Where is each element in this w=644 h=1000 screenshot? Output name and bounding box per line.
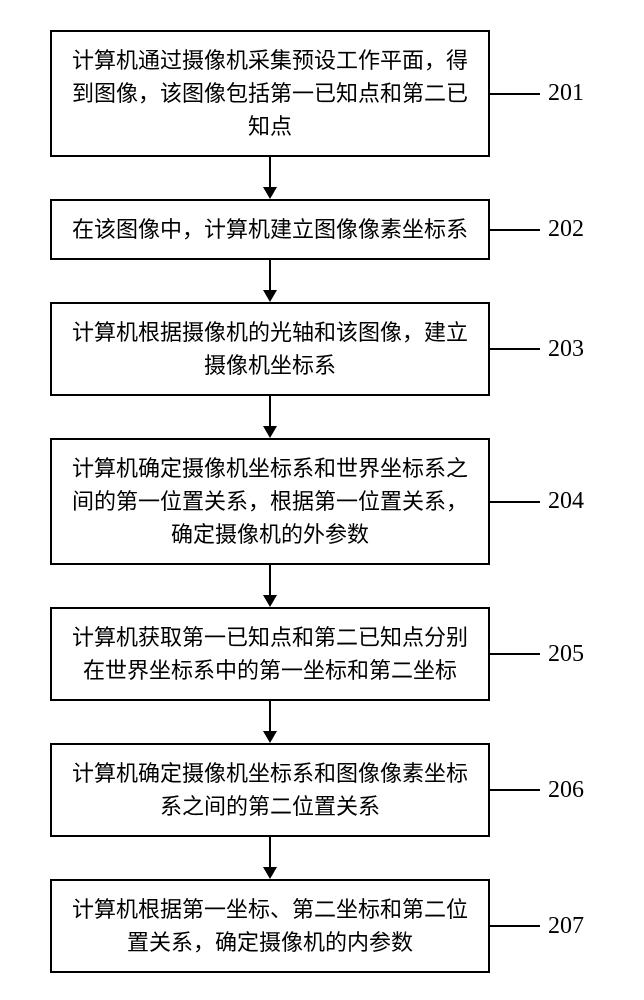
arrow [50,837,490,879]
flowchart-row: 计算机确定摄像机坐标系和世界坐标系之间的第一位置关系，根据第一位置关系，确定摄像… [50,438,594,565]
arrow-row [50,565,594,607]
step-label: 205 [548,641,584,668]
node-text: 计算机确定摄像机坐标系和图像像素坐标系之间的第二位置关系 [72,757,468,823]
step-label: 207 [548,913,584,940]
flowchart-row: 计算机根据摄像机的光轴和该图像，建立摄像机坐标系 203 [50,302,594,396]
step-label: 204 [548,488,584,515]
arrow-head-icon [263,290,277,302]
arrow-line [269,837,271,867]
label-connector [490,501,540,503]
arrow [50,260,490,302]
node-text: 计算机根据第一坐标、第二坐标和第二位置关系，确定摄像机的内参数 [72,893,468,959]
flowchart-row: 计算机获取第一已知点和第二已知点分别在世界坐标系中的第一坐标和第二坐标 205 [50,607,594,701]
label-connector [490,925,540,927]
arrow-row [50,260,594,302]
flowchart-row: 计算机确定摄像机坐标系和图像像素坐标系之间的第二位置关系 206 [50,743,594,837]
arrow-head-icon [263,731,277,743]
arrow [50,157,490,199]
step-label: 203 [548,336,584,363]
step-label: 206 [548,777,584,804]
arrow-line [269,565,271,595]
arrow-line [269,396,271,426]
node-text: 计算机确定摄像机坐标系和世界坐标系之间的第一位置关系，根据第一位置关系，确定摄像… [72,452,468,551]
arrow [50,396,490,438]
label-connector [490,653,540,655]
arrow-line [269,260,271,290]
label-connector [490,229,540,231]
flowchart-node-207: 计算机根据第一坐标、第二坐标和第二位置关系，确定摄像机的内参数 [50,879,490,973]
arrow-row [50,157,594,199]
arrow-head-icon [263,595,277,607]
arrow [50,565,490,607]
arrow-line [269,157,271,187]
node-text: 计算机通过摄像机采集预设工作平面，得到图像，该图像包括第一已知点和第二已知点 [72,44,468,143]
node-text: 计算机获取第一已知点和第二已知点分别在世界坐标系中的第一坐标和第二坐标 [72,621,468,687]
arrow-row [50,396,594,438]
step-label: 202 [548,216,584,243]
flowchart-container: 计算机通过摄像机采集预设工作平面，得到图像，该图像包括第一已知点和第二已知点 2… [50,30,594,973]
flowchart-node-204: 计算机确定摄像机坐标系和世界坐标系之间的第一位置关系，根据第一位置关系，确定摄像… [50,438,490,565]
flowchart-node-201: 计算机通过摄像机采集预设工作平面，得到图像，该图像包括第一已知点和第二已知点 [50,30,490,157]
node-text: 计算机根据摄像机的光轴和该图像，建立摄像机坐标系 [72,316,468,382]
arrow-head-icon [263,867,277,879]
flowchart-node-203: 计算机根据摄像机的光轴和该图像，建立摄像机坐标系 [50,302,490,396]
arrow-row [50,837,594,879]
label-connector [490,789,540,791]
flowchart-node-206: 计算机确定摄像机坐标系和图像像素坐标系之间的第二位置关系 [50,743,490,837]
flowchart-row: 在该图像中，计算机建立图像像素坐标系 202 [50,199,594,260]
label-connector [490,348,540,350]
arrow [50,701,490,743]
node-text: 在该图像中，计算机建立图像像素坐标系 [72,213,468,246]
step-label: 201 [548,80,584,107]
arrow-head-icon [263,426,277,438]
arrow-head-icon [263,187,277,199]
flowchart-node-202: 在该图像中，计算机建立图像像素坐标系 [50,199,490,260]
arrow-line [269,701,271,731]
flowchart-node-205: 计算机获取第一已知点和第二已知点分别在世界坐标系中的第一坐标和第二坐标 [50,607,490,701]
flowchart-row: 计算机根据第一坐标、第二坐标和第二位置关系，确定摄像机的内参数 207 [50,879,594,973]
flowchart-row: 计算机通过摄像机采集预设工作平面，得到图像，该图像包括第一已知点和第二已知点 2… [50,30,594,157]
label-connector [490,93,540,95]
arrow-row [50,701,594,743]
